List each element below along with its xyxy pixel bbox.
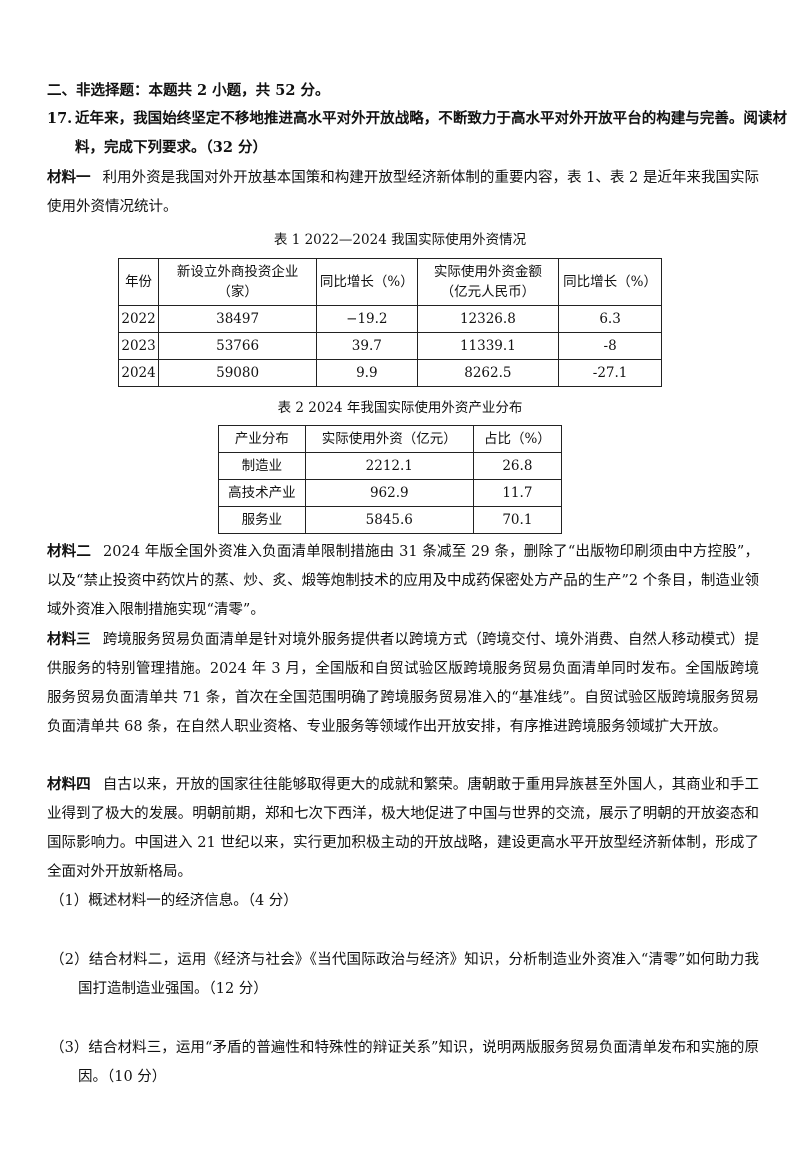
question-text: 近年来，我国始终坚定不移地推进高水平对外开放战略，不断致力于高水平对外开放平台的… [75,110,787,156]
table-cell: 6.3 [558,305,662,333]
table-cell: -8 [558,332,662,360]
table-header: 占比（%） [472,425,563,453]
table-row: 服务业 5845.6 70.1 [218,506,563,534]
table-header: 新设立外商投资企业（家） [158,258,318,306]
table-header: 产业分布 [218,425,306,453]
table-header: 实际使用外资（亿元） [304,425,474,453]
table-row: 2023 53766 39.7 11339.1 -8 [117,332,662,360]
material-1: 材料一 利用外资是我国对外开放基本国策和构建开放型经济新体制的重要内容，表 1、表… [47,163,759,222]
material-2: 材料二 2024 年版全国外资准入负面清单限制措施由 31 条减至 29 条，删除… [47,537,759,625]
table-header: 实际使用外资金额（亿元人民币） [416,258,560,306]
table-cell: 70.1 [472,506,563,534]
sub-question-3: （3）结合材料三，运用“矛盾的普遍性和特殊性的辩证关系”知识，说明两版服务贸易负… [50,1040,759,1085]
sub-question-1: （1）概述材料一的经济信息。（4 分） [50,893,298,909]
material-label: 材料四 [47,776,91,793]
table-cell: −19.2 [316,305,418,333]
table-cell: 2024 [117,359,160,387]
table2: 产业分布 实际使用外资（亿元） 占比（%） 制造业 2212.1 26.8 高技术产… [218,425,563,534]
table-cell: 高技术产业 [218,479,306,507]
material-text: 跨境服务贸易负面清单是针对境外服务提供者以跨境方式（跨境交付、境外消费、自然人移… [47,632,760,735]
table-cell: 11339.1 [416,332,560,360]
table-cell: 53766 [158,332,318,360]
table-cell: 12326.8 [416,305,560,333]
table1-caption: 表 1 2022—2024 我国实际使用外资情况 [273,232,527,248]
table-cell: 962.9 [304,479,474,507]
table-cell: 38497 [158,305,318,333]
table-header: 年份 [117,258,160,306]
table-cell: 2212.1 [304,452,474,480]
material-text: 利用外资是我国对外开放基本国策和构建开放型经济新体制的重要内容，表 1、表 2 … [47,170,759,215]
table-cell: 制造业 [218,452,306,480]
table-row: 高技术产业 962.9 11.7 [218,479,563,507]
material-text: 2024 年版全国外资准入负面清单限制措施由 31 条减至 29 条，删除了“出… [47,544,760,618]
table2-caption: 表 2 2024 年我国实际使用外资产业分布 [277,400,523,416]
table1: 年份 新设立外商投资企业（家） 同比增长（%） 实际使用外资金额（亿元人民币） … [117,258,662,387]
table-header: 同比增长（%） [558,258,662,306]
material-label: 材料三 [47,631,91,648]
table-cell: 8262.5 [416,359,560,387]
section-heading: 二、非选择题：本题共 2 小题，共 52 分。 [47,82,330,99]
material-label: 材料二 [47,543,92,560]
table-cell: 9.9 [316,359,418,387]
table-row: 制造业 2212.1 26.8 [218,452,563,480]
table-row: 2024 59080 9.9 8262.5 -27.1 [117,359,662,387]
sub-question-2: （2）结合材料二，运用《经济与社会》《当代国际政治与经济》知识，分析制造业外资准… [50,952,759,997]
material-4: 材料四 自古以来，开放的国家往往能够取得更大的成就和繁荣。唐朝敢于重用异族甚至外国… [47,770,759,887]
table-cell: -27.1 [558,359,662,387]
table-header: 同比增长（%） [316,258,418,306]
material-label: 材料一 [47,169,91,186]
table-cell: 39.7 [316,332,418,360]
question-number: 17. [47,110,73,127]
table-cell: 2023 [117,332,160,360]
table-cell: 2022 [117,305,160,333]
question-stem: 17. 近年来，我国始终坚定不移地推进高水平对外开放战略，不断致力于高水平对外开放… [47,104,787,162]
table-row: 2022 38497 −19.2 12326.8 6.3 [117,305,662,333]
table-cell: 26.8 [472,452,563,480]
table-cell: 5845.6 [304,506,474,534]
material-3: 材料三 跨境服务贸易负面清单是针对境外服务提供者以跨境方式（跨境交付、境外消费、自… [47,625,759,742]
material-text: 自古以来，开放的国家往往能够取得更大的成就和繁荣。唐朝敢于重用异族甚至外国人，其… [47,777,760,880]
table-cell: 59080 [158,359,318,387]
table-cell: 11.7 [472,479,563,507]
table-cell: 服务业 [218,506,306,534]
